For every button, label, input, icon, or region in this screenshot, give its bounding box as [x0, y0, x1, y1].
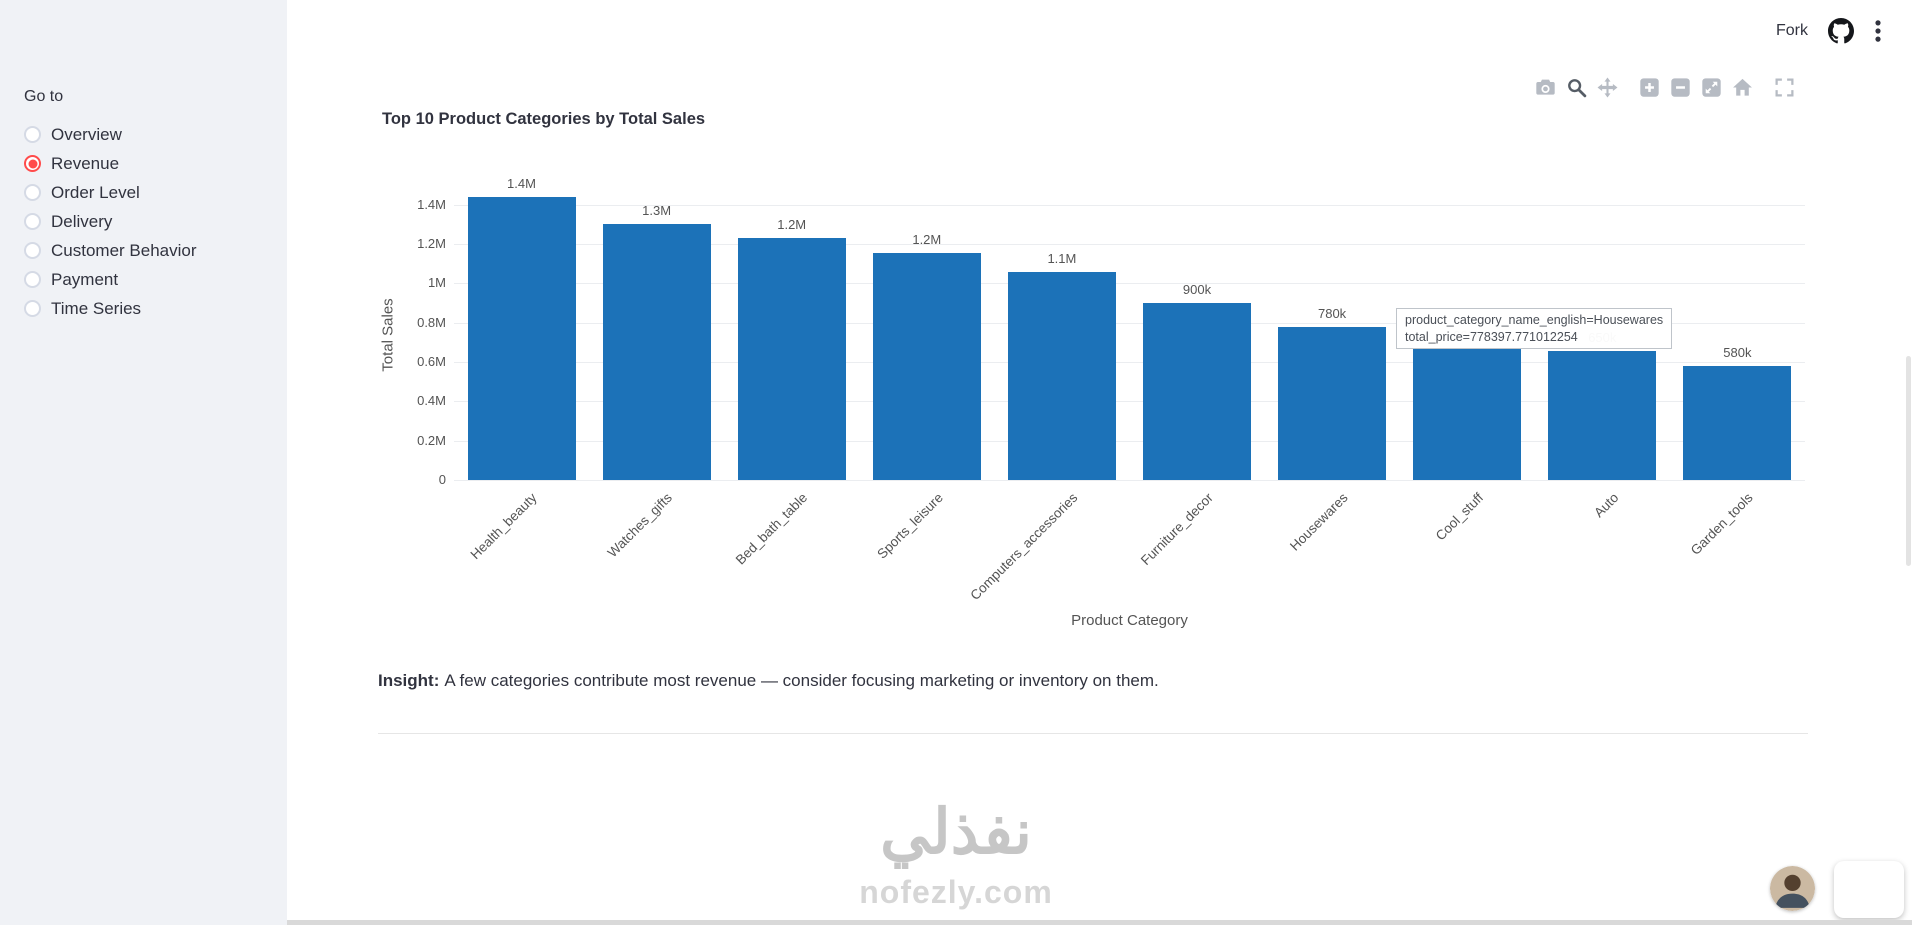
x-tick-label: Watches_gifts	[605, 490, 676, 561]
x-tick-label: Bed_bath_table	[732, 490, 811, 568]
sidebar-item-time-series[interactable]: Time Series	[24, 294, 197, 323]
modebar-pan-button[interactable]	[1596, 76, 1618, 98]
radio-icon	[24, 155, 41, 172]
y-tick-label: 1M	[427, 275, 446, 291]
sidebar-item-delivery[interactable]: Delivery	[24, 207, 197, 236]
sidebar-item-payment[interactable]: Payment	[24, 265, 197, 294]
bar-computers-accessories[interactable]	[1007, 271, 1116, 480]
bar-value-label: 580k	[1723, 344, 1752, 360]
bar-watches-gifts[interactable]	[602, 224, 711, 480]
section-divider	[378, 733, 1808, 734]
vertical-scrollbar[interactable]	[1906, 356, 1911, 566]
gridline	[454, 440, 1805, 442]
modebar-zoom-in-button[interactable]	[1638, 76, 1660, 98]
sidebar-radio-group: Overview Revenue Order Level Delivery Custom…	[24, 120, 197, 323]
modebar-reset-axes-button[interactable]	[1731, 76, 1753, 98]
bar-value-label: 900k	[1182, 282, 1212, 298]
bar-value-label: 1.3M	[642, 203, 672, 219]
radio-icon	[24, 213, 41, 230]
y-tick-label: 0.6M	[417, 353, 446, 369]
bar-value-label: 1.2M	[912, 231, 942, 247]
x-tick-label: Housewares	[1287, 490, 1351, 554]
y-tick-label: 1.4M	[417, 196, 446, 212]
sidebar-item-label: Revenue	[51, 153, 120, 173]
bar-bed-bath-table[interactable]	[737, 238, 846, 480]
avatar[interactable]	[1770, 866, 1815, 911]
fork-button[interactable]: Fork	[1776, 22, 1808, 39]
x-axis-title: Product Category	[1071, 612, 1188, 629]
modebar-zoom-out-button[interactable]	[1669, 76, 1691, 98]
y-tick-label: 0.4M	[417, 393, 446, 409]
app-toolbar: Fork	[1776, 18, 1884, 44]
sidebar-item-label: Order Level	[51, 182, 140, 202]
bar-value-label: 1.4M	[507, 176, 536, 192]
bar-value-label: 780k	[1317, 305, 1347, 321]
x-tick-label: Garden_tools	[1688, 490, 1757, 558]
crown-icon	[1853, 877, 1885, 903]
bar-cool-stuff[interactable]	[1413, 349, 1522, 480]
x-tick-label: Health_beauty	[467, 490, 541, 563]
sidebar-item-order-level[interactable]: Order Level	[24, 178, 197, 207]
tooltip-line-2: total_price=778397.771012254	[1405, 329, 1578, 344]
bar-garden-tools[interactable]	[1683, 365, 1792, 480]
insight-prefix: Insight:	[378, 671, 440, 690]
horizontal-scrollbar[interactable]	[287, 920, 1912, 925]
bar-sports-leisure[interactable]	[872, 252, 981, 480]
bar-housewares[interactable]	[1278, 326, 1387, 480]
y-tick-label: 1.2M	[417, 235, 446, 251]
gridline	[454, 322, 1805, 324]
hover-tooltip: product_category_name_english=Housewares…	[1396, 308, 1673, 349]
gridline	[454, 401, 1805, 403]
sidebar-item-label: Overview	[51, 124, 122, 144]
bar-furniture-decor[interactable]	[1143, 303, 1251, 480]
radio-icon	[24, 271, 41, 288]
y-tick-label: 0.8M	[417, 314, 446, 330]
sidebar-item-label: Delivery	[51, 211, 113, 231]
y-tick-label: 0	[438, 472, 446, 487]
bar-auto[interactable]	[1548, 351, 1657, 480]
gridline	[454, 361, 1805, 363]
bar-value-label: 1.2M	[777, 217, 807, 232]
modebar-zoom-button[interactable]	[1565, 76, 1587, 98]
gridline	[454, 204, 1805, 206]
sidebar-item-label: Payment	[51, 269, 119, 289]
x-tick-label: Sports_leisure	[873, 490, 946, 562]
github-icon[interactable]	[1828, 18, 1854, 44]
sidebar-item-overview[interactable]: Overview	[24, 120, 197, 149]
radio-icon	[24, 242, 41, 259]
bar-health-beauty[interactable]	[467, 197, 576, 480]
gridline	[454, 243, 1805, 245]
sidebar: Go to Overview Revenue Order Level Delivery…	[0, 0, 287, 925]
x-tick-label: Auto	[1590, 490, 1621, 521]
gridline	[454, 283, 1805, 285]
sidebar-item-revenue[interactable]: Revenue	[24, 149, 197, 178]
chat-widget-button[interactable]	[1834, 861, 1904, 918]
sidebar-item-label: Time Series	[51, 298, 142, 318]
sidebar-goto-label: Go to	[24, 88, 64, 105]
x-tick-label: Cool_stuff	[1432, 490, 1486, 544]
chart-title: Top 10 Product Categories by Total Sales	[382, 110, 706, 128]
gridline	[454, 480, 1805, 481]
x-tick-label: Furniture_decor	[1137, 490, 1216, 569]
modebar-autoscale-button[interactable]	[1700, 76, 1722, 98]
x-tick-label: Computers_accessories	[967, 490, 1081, 604]
insight-text: Insight: A few categories contribute most…	[378, 671, 1159, 691]
modebar-camera-button[interactable]	[1534, 76, 1556, 98]
y-tick-label: 0.2M	[417, 432, 446, 448]
radio-icon	[24, 184, 41, 201]
insight-body: A few categories contribute most revenue…	[444, 671, 1159, 690]
radio-icon	[24, 126, 41, 143]
modebar-fullscreen-button[interactable]	[1773, 76, 1795, 98]
bar-value-label: 1.1M	[1047, 250, 1077, 266]
sidebar-item-customer-behavior[interactable]: Customer Behavior	[24, 236, 197, 265]
plotly-modebar	[1525, 76, 1795, 98]
sidebar-item-label: Customer Behavior	[51, 240, 197, 260]
menu-kebab-icon[interactable]	[1874, 18, 1884, 44]
radio-icon	[24, 300, 41, 317]
tooltip-line-1: product_category_name_english=Housewares	[1405, 313, 1664, 327]
